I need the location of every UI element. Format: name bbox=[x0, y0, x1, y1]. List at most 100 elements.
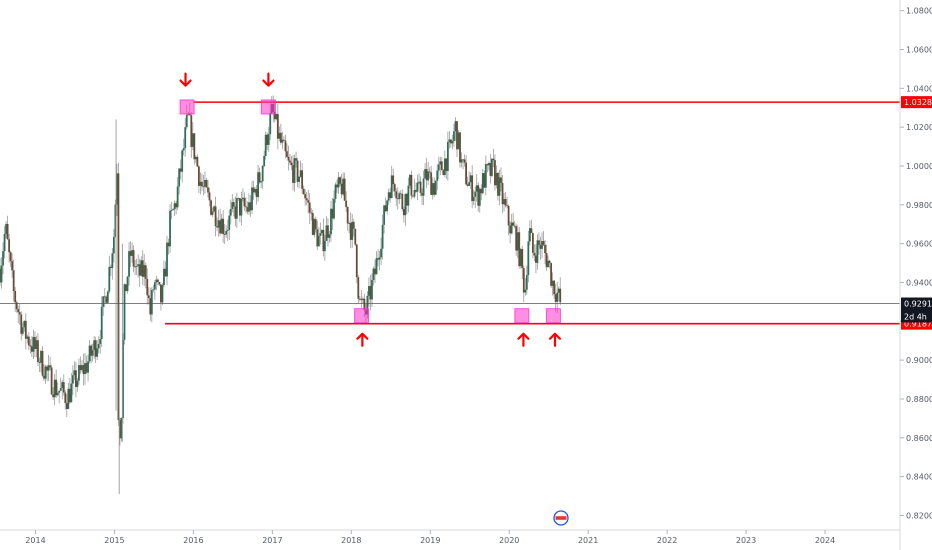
candle-body bbox=[24, 320, 27, 339]
candle-body bbox=[463, 159, 466, 163]
candle-body bbox=[96, 348, 99, 357]
candle-body bbox=[389, 192, 392, 198]
level-price-badge-label: 1.03289 bbox=[904, 98, 932, 107]
candle-body bbox=[393, 184, 396, 192]
candle-body bbox=[163, 268, 165, 286]
candle-body bbox=[119, 420, 121, 439]
candle-body bbox=[477, 185, 480, 206]
candle-body bbox=[339, 177, 341, 184]
tradingview-logo[interactable] bbox=[553, 510, 569, 526]
candle-body bbox=[480, 188, 483, 194]
candle-body bbox=[197, 166, 200, 186]
price-tick-label: 1.04000 bbox=[906, 84, 932, 93]
candle-body bbox=[240, 199, 243, 216]
candle-body bbox=[93, 340, 96, 351]
candle-body bbox=[342, 178, 345, 195]
candle-body bbox=[81, 365, 83, 371]
candle-body bbox=[131, 250, 133, 256]
candle-body bbox=[109, 266, 112, 269]
candle-body bbox=[369, 286, 372, 300]
candle-body bbox=[9, 252, 12, 262]
candle-body bbox=[111, 253, 114, 269]
candle-body bbox=[381, 224, 384, 249]
candle-body bbox=[173, 203, 176, 210]
candle-body bbox=[418, 181, 420, 183]
candle-body bbox=[38, 361, 41, 363]
candle-body bbox=[361, 298, 364, 300]
candle-body bbox=[535, 255, 537, 263]
candle-body bbox=[108, 266, 111, 292]
candle-body bbox=[59, 388, 62, 391]
candle-body bbox=[320, 229, 323, 234]
candle-body bbox=[468, 182, 471, 186]
candle-body bbox=[214, 206, 217, 227]
candle-body bbox=[531, 233, 534, 253]
candle-body bbox=[522, 268, 525, 293]
candle-body bbox=[147, 295, 150, 299]
time-tick-label: 2021 bbox=[578, 536, 598, 545]
candle-body bbox=[483, 173, 486, 188]
touch-highlight-box bbox=[354, 308, 370, 324]
candle-body bbox=[345, 200, 348, 207]
candle-body bbox=[46, 366, 48, 371]
candle-body bbox=[539, 244, 542, 249]
candle-body bbox=[178, 168, 181, 187]
bar-countdown-label: 2d 4h bbox=[904, 313, 927, 322]
candle-body bbox=[205, 180, 208, 188]
candle-body bbox=[68, 388, 71, 403]
candle-body bbox=[235, 198, 238, 219]
candle-body bbox=[255, 188, 258, 198]
candle-body bbox=[513, 225, 516, 227]
candle-body bbox=[79, 365, 82, 371]
candle-body bbox=[327, 225, 329, 238]
candle-body bbox=[226, 229, 229, 231]
candle-body bbox=[199, 181, 202, 186]
level-price-badge bbox=[901, 96, 932, 109]
candle-body bbox=[515, 226, 518, 251]
candle-body bbox=[433, 183, 436, 195]
candle-body bbox=[78, 365, 80, 381]
candle-body bbox=[243, 197, 246, 207]
candle-body bbox=[91, 350, 94, 356]
candle-body bbox=[123, 284, 126, 340]
time-axis[interactable]: 2014 2015 2016 2017 2018 2019 2020 2021 2022 2023… bbox=[25, 530, 835, 545]
candle-body bbox=[179, 168, 182, 172]
candle-body bbox=[533, 252, 536, 256]
candle-body bbox=[82, 365, 85, 375]
candle-body bbox=[158, 281, 161, 285]
candle-body bbox=[194, 156, 197, 160]
candle-body bbox=[308, 202, 311, 213]
candle-body bbox=[254, 188, 256, 193]
candle-body bbox=[295, 158, 297, 161]
candle-body bbox=[21, 327, 24, 334]
candle-body bbox=[390, 175, 393, 198]
candle-body bbox=[340, 183, 343, 195]
candle-body bbox=[175, 203, 178, 208]
candle-body bbox=[52, 394, 55, 398]
candle-body bbox=[319, 233, 322, 236]
candle-body bbox=[210, 200, 212, 215]
candle-body bbox=[301, 170, 304, 189]
candle-body bbox=[248, 202, 250, 212]
candle-body bbox=[185, 114, 188, 128]
touch-highlight-box bbox=[545, 308, 561, 324]
candle-body bbox=[402, 209, 405, 216]
candle-body bbox=[140, 260, 143, 276]
candle-body bbox=[425, 169, 428, 181]
candle-body bbox=[484, 164, 487, 188]
candle-body bbox=[150, 290, 153, 315]
candle-body bbox=[32, 337, 35, 352]
candle-body bbox=[242, 197, 244, 200]
candle-body bbox=[387, 192, 390, 201]
arrow-up-icon bbox=[548, 332, 562, 340]
candle-body bbox=[506, 205, 508, 207]
candle-body bbox=[229, 209, 232, 216]
time-tick-label: 2024 bbox=[815, 536, 835, 545]
candle-body bbox=[284, 140, 287, 152]
candle-body bbox=[269, 113, 272, 135]
candle-body bbox=[116, 173, 118, 205]
